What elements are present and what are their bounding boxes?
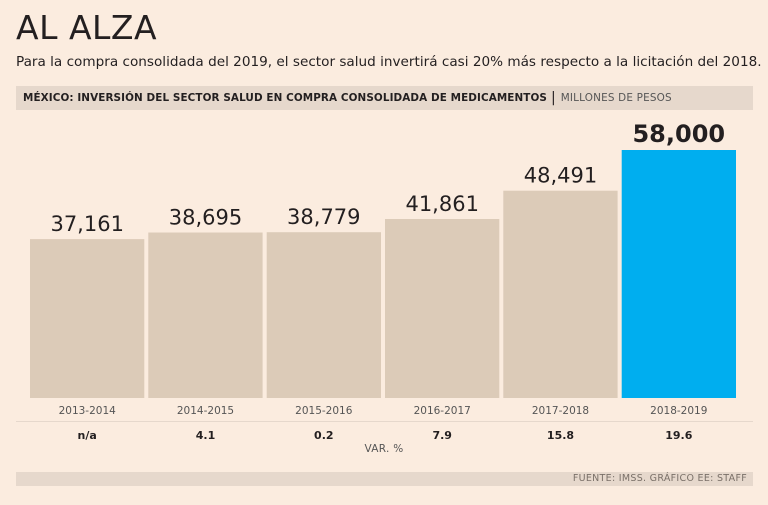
category-label-2014-2015: 2014-2015 [177,405,234,417]
category-label-2015-2016: 2015-2016 [295,405,353,417]
source-bar: FUENTE: IMSS. GRÁFICO EE: STAFF [16,472,753,486]
bar-2014-2015 [148,232,263,398]
category-separator [16,421,753,422]
value-label-2018-2019: 58,000 [632,120,725,148]
value-label-2013-2014: 37,161 [50,212,123,236]
category-label-2013-2014: 2013-2014 [59,405,117,417]
bar-2013-2014 [30,239,145,398]
title-divider: | [550,90,556,106]
source-text: FUENTE: IMSS. GRÁFICO EE: STAFF [572,473,747,484]
value-label-2015-2016: 38,779 [287,205,360,229]
bar-2017-2018 [503,190,618,398]
variation-label: VAR. % [364,443,404,455]
variation-value-2018-2019: 19.6 [665,429,692,442]
category-label-2016-2017: 2016-2017 [414,405,471,417]
chart-title: MÉXICO: INVERSIÓN DEL SECTOR SALUD EN CO… [23,92,547,104]
variation-value-2015-2016: 0.2 [314,429,334,442]
category-label-2017-2018: 2017-2018 [532,405,589,417]
variation-value-2013-2014: n/a [78,429,97,442]
variation-value-2014-2015: 4.1 [196,429,216,442]
value-label-2016-2017: 41,861 [405,192,478,216]
value-label-2017-2018: 48,491 [524,164,597,188]
bar-2018-2019 [621,150,736,398]
bar-chart: 37,161 2013-2014 n/a 38,695 2014-2015 4.1 38,7… [16,120,753,442]
bar-2016-2017 [385,219,500,398]
variation-value-2017-2018: 15.8 [547,429,574,442]
bar-2015-2016 [266,232,381,398]
unit-label: MILLONES DE PESOS [560,92,672,104]
chart-title-bar: MÉXICO: INVERSIÓN DEL SECTOR SALUD EN CO… [16,86,753,110]
chart-subtitle: Para la compra consolidada del 2019, el … [16,54,762,70]
variation-value-2016-2017: 7.9 [432,429,452,442]
value-label-2014-2015: 38,695 [169,206,242,230]
category-label-2018-2019: 2018-2019 [650,405,707,417]
chart-headline: AL ALZA [16,8,158,47]
